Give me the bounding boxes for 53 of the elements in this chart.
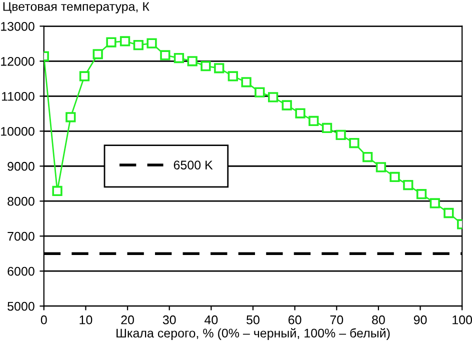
x-tick-label: 20 — [121, 315, 134, 324]
x-tick-label: 70 — [330, 315, 344, 324]
y-tick-label: 7000 — [8, 232, 34, 241]
point — [187, 56, 198, 66]
point — [160, 50, 170, 60]
y-tick-label: 8000 — [8, 196, 34, 206]
point — [106, 37, 116, 48]
y-tick-label: 5000 — [8, 302, 34, 311]
point — [254, 87, 265, 98]
point — [322, 122, 332, 134]
point — [444, 208, 454, 218]
point — [308, 116, 319, 126]
point — [66, 112, 76, 122]
y-tick-label: 12000 — [1, 56, 34, 66]
x-tick-label: 0 — [40, 315, 47, 324]
point — [200, 60, 211, 72]
point — [120, 36, 130, 46]
y-tick-label: 13000 — [1, 22, 34, 31]
y-tick-label: 6000 — [8, 266, 34, 276]
point — [146, 38, 157, 48]
y-tick-label: 10000 — [1, 126, 34, 136]
x-tick-label: 40 — [204, 315, 218, 324]
x-tick-label: 80 — [372, 315, 385, 324]
y-tick-label: 9000 — [8, 162, 34, 171]
point — [79, 71, 90, 82]
point — [362, 152, 373, 162]
point — [295, 108, 306, 118]
point — [241, 77, 252, 88]
point — [268, 92, 278, 102]
point — [336, 130, 346, 140]
x-axis-title: Шкала серого, % (0% – черный, 100% – белый) — [116, 328, 390, 340]
point — [390, 172, 400, 182]
point — [403, 180, 414, 190]
y-tick-label: 11000 — [2, 92, 34, 101]
point — [349, 138, 360, 148]
x-tick-label: 10 — [80, 315, 92, 324]
point — [416, 189, 427, 200]
point — [133, 40, 144, 50]
x-tick-label: 60 — [288, 315, 302, 324]
x-tick-label: 30 — [162, 315, 176, 324]
x-tick-label: 90 — [414, 315, 427, 324]
point — [376, 162, 386, 172]
point — [282, 100, 292, 110]
point — [430, 198, 440, 208]
point — [92, 49, 103, 60]
legend-label: 6500 K — [174, 160, 213, 170]
x-tick-label: 50 — [246, 315, 260, 324]
point — [228, 71, 238, 82]
point — [52, 186, 62, 196]
y-axis-title: Цветовая температура, К — [3, 2, 150, 14]
point — [174, 52, 184, 64]
point — [214, 63, 224, 74]
x-tick-label: 100 — [452, 315, 472, 324]
